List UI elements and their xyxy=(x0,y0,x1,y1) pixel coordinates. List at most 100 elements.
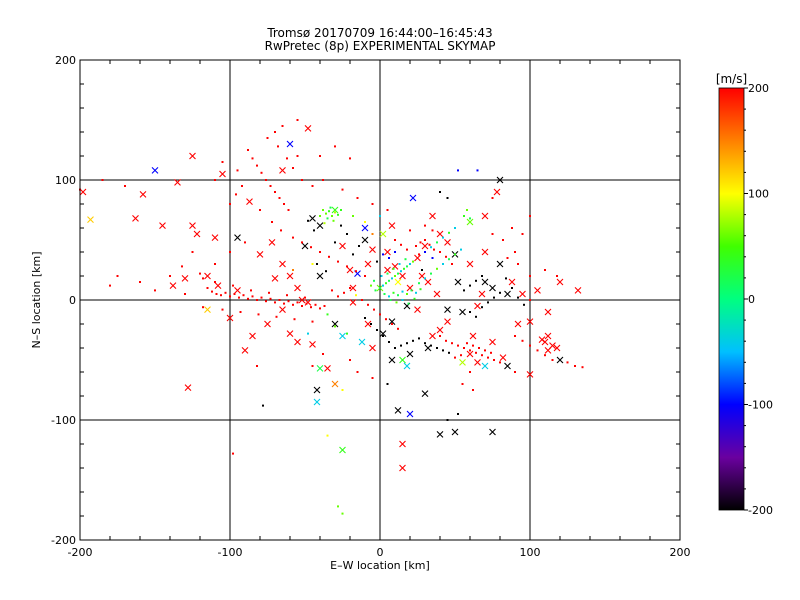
dot-marker xyxy=(214,179,216,181)
dot-marker xyxy=(454,253,456,256)
x-marker xyxy=(219,170,226,178)
x-marker xyxy=(241,347,249,354)
dot-marker xyxy=(461,383,464,385)
dot-marker xyxy=(418,253,420,256)
dot-marker xyxy=(319,215,321,217)
dot-marker xyxy=(346,332,348,335)
dot-marker xyxy=(287,209,290,211)
y-tick-label: -200 xyxy=(51,534,76,547)
dot-marker xyxy=(311,320,314,323)
dot-marker xyxy=(235,193,237,196)
dot-marker xyxy=(394,251,396,253)
dot-marker xyxy=(391,277,393,280)
dot-marker xyxy=(406,265,408,268)
dot-marker xyxy=(376,329,378,331)
dot-marker xyxy=(214,263,216,265)
x-marker xyxy=(544,308,552,316)
dot-marker xyxy=(286,294,288,297)
dot-marker xyxy=(355,270,357,273)
dot-marker xyxy=(406,248,408,251)
dot-marker xyxy=(236,169,239,172)
x-marker xyxy=(169,282,177,289)
dot-marker xyxy=(274,301,276,304)
dot-marker xyxy=(410,289,413,292)
x-tick-label: 100 xyxy=(520,546,541,559)
x-marker xyxy=(481,248,489,256)
x-marker xyxy=(544,347,552,354)
dot-marker xyxy=(241,185,243,187)
dot-marker xyxy=(304,296,306,299)
x-marker xyxy=(424,278,432,286)
dot-marker xyxy=(214,281,216,283)
x-marker xyxy=(478,290,486,298)
dot-marker xyxy=(397,327,399,330)
dot-marker xyxy=(463,215,465,217)
x-marker xyxy=(414,254,421,262)
dot-marker xyxy=(517,296,519,299)
dot-marker xyxy=(472,344,474,347)
x-marker xyxy=(286,140,294,148)
dot-marker xyxy=(296,119,299,121)
x-marker xyxy=(384,266,391,274)
dot-marker xyxy=(454,356,456,359)
dot-marker xyxy=(283,302,285,305)
dot-marker xyxy=(511,227,513,229)
dot-marker xyxy=(247,149,249,151)
dot-marker xyxy=(332,219,335,222)
x-marker xyxy=(436,230,444,238)
x-marker xyxy=(316,365,324,372)
x-tick-label: 0 xyxy=(377,546,384,559)
x-marker xyxy=(466,350,474,358)
dot-marker xyxy=(281,125,284,127)
dot-marker xyxy=(311,185,314,187)
dot-marker xyxy=(292,167,294,169)
x-marker xyxy=(279,167,286,174)
x-marker xyxy=(474,359,481,366)
x-marker xyxy=(301,242,309,250)
dot-marker xyxy=(292,236,294,239)
axes: -200 -100 0 100 200 -200 -100 0 100 200 E–W locati… xyxy=(30,54,691,572)
x-marker xyxy=(87,216,94,223)
x-marker xyxy=(466,218,474,226)
dot-marker xyxy=(457,169,459,172)
dot-marker xyxy=(424,224,426,227)
x-marker xyxy=(406,410,414,418)
x-marker xyxy=(211,234,219,241)
dot-marker xyxy=(326,313,329,316)
dot-marker xyxy=(439,335,441,337)
dot-marker xyxy=(326,217,329,220)
dot-marker xyxy=(358,245,360,247)
dot-marker xyxy=(382,284,384,287)
dot-marker xyxy=(124,185,126,187)
x-marker xyxy=(339,332,346,340)
dot-marker xyxy=(305,302,308,305)
x-marker xyxy=(279,260,286,268)
dot-marker xyxy=(371,233,374,235)
dot-marker xyxy=(514,251,516,253)
dot-marker xyxy=(397,272,399,275)
dot-marker xyxy=(424,277,426,280)
dot-marker xyxy=(296,301,299,304)
dot-marker xyxy=(476,169,479,172)
x-marker xyxy=(286,330,294,337)
dot-marker xyxy=(406,342,408,345)
dot-marker xyxy=(319,307,321,310)
x-marker xyxy=(388,222,396,229)
x-marker xyxy=(316,222,324,229)
dot-marker xyxy=(491,197,494,199)
dot-marker xyxy=(229,295,231,298)
dot-marker xyxy=(442,236,444,239)
x-marker xyxy=(493,188,501,196)
dot-marker xyxy=(394,239,396,241)
dot-marker xyxy=(356,197,359,199)
x-marker xyxy=(454,278,462,286)
dot-marker xyxy=(269,297,272,300)
dot-marker xyxy=(544,354,546,357)
dot-marker xyxy=(242,294,245,297)
dot-marker xyxy=(373,308,375,311)
dot-marker xyxy=(349,157,351,160)
dot-marker xyxy=(529,344,531,347)
dot-marker xyxy=(329,206,332,209)
x-marker xyxy=(544,332,552,340)
x-marker xyxy=(474,302,481,310)
